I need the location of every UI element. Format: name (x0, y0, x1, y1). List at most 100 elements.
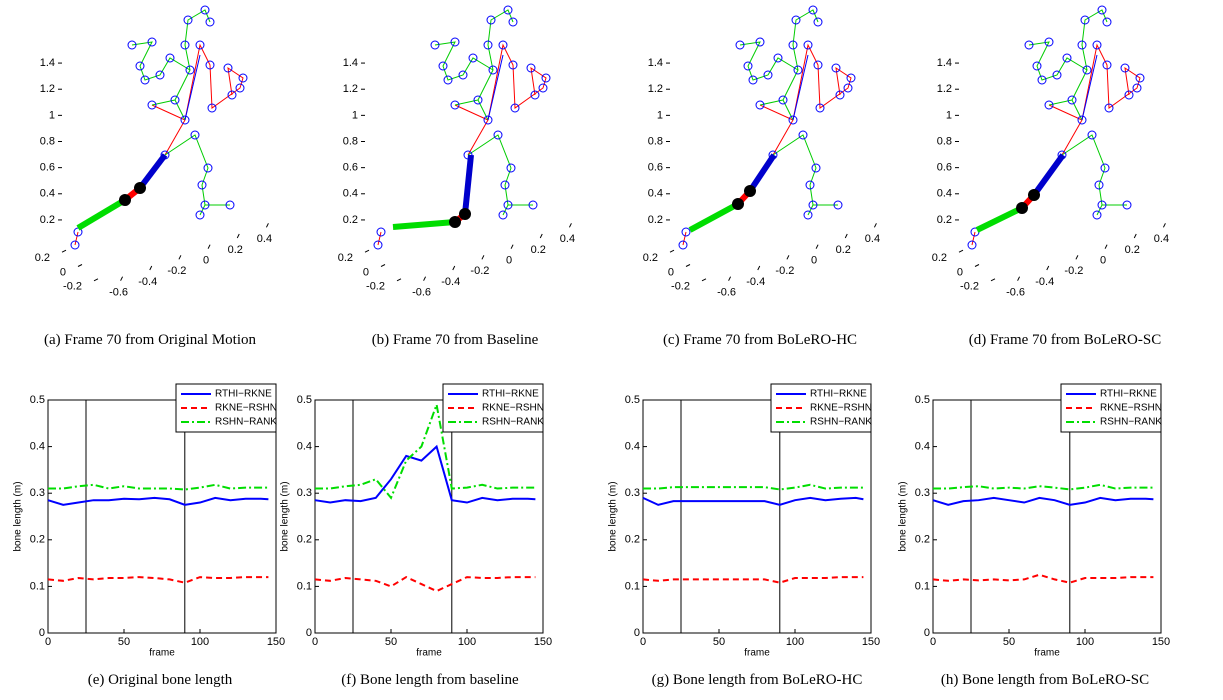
caption: (b) Frame 70 from Baseline (371, 332, 539, 348)
y-tick (396, 278, 402, 282)
y-tick-label: 0.2 (932, 252, 947, 264)
x-tick-label: -0.2 (775, 265, 794, 277)
z-tick-label: 1.2 (937, 83, 952, 95)
x-tick-label: 150 (267, 636, 285, 648)
x-tick-label: 0.4 (257, 233, 272, 245)
y-tick (77, 264, 83, 267)
x-tick-label: 0 (1100, 255, 1106, 267)
y-tick (958, 249, 964, 253)
x-tick-label: -0.4 (441, 276, 460, 288)
z-tick-label: 0.6 (937, 162, 952, 174)
y-tick-label: 0 (634, 627, 640, 639)
axes-3d: 0.2 0.4 0.6 0.8 1 1.2 1.4 0.2 0 -0.2 -0.6 -0.4 -0.2 0… (932, 57, 1169, 299)
x-tick-label: 0.4 (865, 233, 880, 245)
x-tick (452, 265, 456, 271)
legend-label: RTHI−RKNE (215, 389, 272, 400)
y-tick-label: 0.5 (915, 394, 930, 406)
y-tick-label: 0 (363, 266, 369, 278)
x-tick (786, 255, 790, 260)
y-tick (61, 249, 67, 253)
legend-label: RSHN−RANK (1100, 417, 1162, 428)
x-tick-label: 150 (862, 636, 880, 648)
x-tick (757, 265, 761, 271)
y-tick-label: 0.3 (915, 487, 930, 499)
z-tick-label: 1.4 (343, 57, 358, 69)
x-tick-label: 0 (640, 636, 646, 648)
series-line (47, 576, 269, 584)
plot-area (47, 399, 277, 634)
y-tick-label: 0.1 (625, 580, 640, 592)
x-tick (510, 244, 514, 249)
z-tick-label: 0.8 (343, 135, 358, 147)
y-tick (364, 249, 370, 253)
x-tick-label: 0 (203, 255, 209, 267)
x-tick-label: -0.6 (109, 287, 128, 299)
legend-label: RKNE−RSHN (482, 403, 544, 414)
y-tick-label: 0.2 (30, 534, 45, 546)
z-tick-label: 1 (49, 109, 55, 121)
y-axis-label: bone length (m) (13, 481, 24, 551)
x-tick-label: 0.2 (836, 244, 851, 256)
z-tick-label: 0.8 (40, 135, 55, 147)
y-tick-label: 0 (306, 627, 312, 639)
caption: (g) Bone length from BoLeRO-HC (651, 672, 863, 688)
z-tick-label: 1 (946, 109, 952, 121)
y-tick-label: 0.4 (625, 441, 640, 453)
line-chart: 0 0.1 0.2 0.3 0.4 0.5 0 50 100 150 frame bone lengt… (280, 383, 552, 659)
series-line (48, 483, 269, 491)
legend-label: RSHN−RANK (215, 417, 277, 428)
x-tick-label: 0 (45, 636, 51, 648)
x-tick (1133, 233, 1137, 239)
y-tick (685, 264, 691, 267)
z-tick-label: 0.4 (343, 188, 358, 200)
x-tick-label: 0.2 (228, 244, 243, 256)
x-tick (1017, 276, 1021, 281)
x-tick-label: -0.6 (412, 287, 431, 299)
y-axis-label: bone length (m) (898, 481, 909, 551)
x-tick-label: 0.4 (560, 233, 575, 245)
z-tick-label: 0.6 (648, 162, 663, 174)
x-tick-label: 100 (786, 636, 804, 648)
x-tick (1104, 244, 1108, 249)
z-tick-label: 1.4 (40, 57, 55, 69)
z-tick-label: 0.6 (343, 162, 358, 174)
y-tick-label: -0.2 (671, 281, 690, 293)
z-tick-label: 1.2 (648, 83, 663, 95)
y-axis-label: bone length (m) (280, 481, 291, 551)
axes-3d: 0.2 0.4 0.6 0.8 1 1.2 1.4 0.2 0 -0.2 -0.6 -0.4 -0.2 0… (338, 57, 575, 299)
y-tick-label: 0.1 (297, 580, 312, 592)
y-tick-label: 0.2 (35, 252, 50, 264)
z-tick-label: 0.2 (937, 214, 952, 226)
series-line (47, 496, 269, 506)
y-tick (990, 278, 996, 282)
x-tick (539, 233, 543, 239)
axes-3d: 0.2 0.4 0.6 0.8 1 1.2 1.4 0.2 0 -0.2 -0.6 -0.4 -0.2 0… (35, 57, 272, 299)
y-tick-label: -0.2 (366, 281, 385, 293)
plot-area (314, 399, 544, 634)
series-line (315, 400, 536, 500)
x-tick-label: 0 (811, 255, 817, 267)
z-tick-label: 1.2 (343, 83, 358, 95)
x-axis-label: frame (744, 648, 770, 659)
caption: (c) Frame 70 from BoLeRO-HC (662, 332, 858, 348)
z-tick-label: 0.8 (937, 135, 952, 147)
caption: (a) Frame 70 from Original Motion (43, 332, 257, 348)
y-tick-label: 0.1 (915, 580, 930, 592)
plot-area (642, 399, 872, 634)
series-line (314, 575, 536, 593)
x-tick-label: 150 (1152, 636, 1170, 648)
x-tick-label: 0 (506, 255, 512, 267)
x-tick (149, 265, 153, 271)
x-tick (207, 244, 211, 249)
legend-label: RTHI−RKNE (810, 389, 867, 400)
z-tick-label: 1 (352, 109, 358, 121)
y-tick-label: 0.4 (297, 441, 312, 453)
x-tick (815, 244, 819, 249)
x-tick (1162, 223, 1166, 228)
y-tick-label: 0.5 (625, 394, 640, 406)
y-tick-label: 0.3 (625, 487, 640, 499)
series-line (932, 573, 1154, 584)
line-chart: 0 0.1 0.2 0.3 0.4 0.5 0 50 100 150 frame bone lengt… (608, 383, 880, 659)
line-chart: 0 0.1 0.2 0.3 0.4 0.5 0 50 100 150 frame bone lengt… (13, 383, 285, 659)
x-tick-label: 50 (713, 636, 725, 648)
